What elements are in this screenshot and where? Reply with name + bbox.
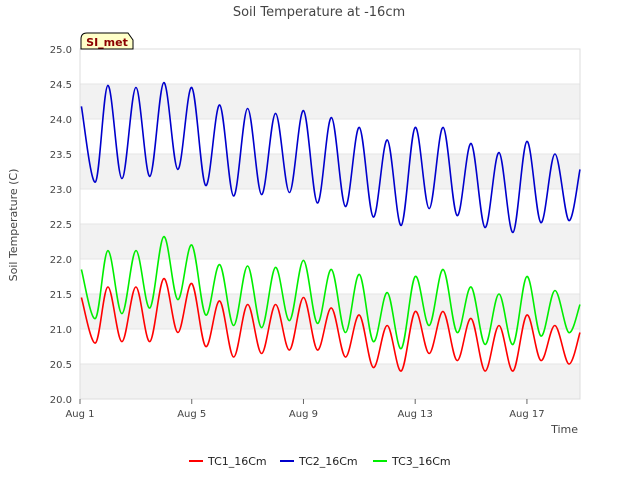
x-tick-label: Aug 13 (397, 409, 432, 420)
background-band (80, 224, 580, 259)
y-tick-label: 23.5 (50, 150, 72, 161)
x-tick-label: Aug 17 (509, 409, 544, 420)
legend-label: TC2_16Cm (298, 455, 358, 468)
y-tick-label: 24.5 (50, 80, 72, 91)
legend-label: TC1_16Cm (207, 455, 267, 468)
x-tick-label: Aug 9 (289, 409, 318, 420)
y-tick-label: 20.5 (50, 360, 72, 371)
series-line-tc2-16cm (80, 81, 581, 234)
y-tick-label: 22.0 (50, 255, 72, 266)
site-badge: SI_met (80, 32, 134, 50)
site-badge-shape (80, 32, 134, 50)
background-band (80, 364, 580, 399)
legend: TC1_16Cm TC2_16Cm TC3_16Cm (189, 455, 451, 468)
legend-label: TC3_16Cm (391, 455, 451, 468)
background-band (80, 84, 580, 119)
plot-background (80, 84, 580, 399)
y-tick-label: 21.0 (50, 325, 72, 336)
series-line-tc1-16cm (80, 277, 581, 372)
x-tick-label: Aug 1 (65, 409, 94, 420)
plot-area (79, 48, 581, 400)
y-tick-label: 25.0 (50, 45, 72, 56)
x-tick-label: Aug 5 (177, 409, 206, 420)
chart-title: Soil Temperature at -16cm (233, 5, 405, 20)
series-lines (80, 81, 581, 372)
y-axis-label: Soil Temperature (C) (7, 169, 20, 282)
x-axis-label: Time (550, 423, 578, 436)
y-tick-label: 23.0 (50, 185, 72, 196)
y-tick-label: 21.5 (50, 290, 72, 301)
y-tick-label: 24.0 (50, 115, 72, 126)
site-badge-label: SI_met (86, 36, 128, 49)
series-line-tc3-16cm (80, 235, 581, 350)
y-tick-label: 22.5 (50, 220, 72, 231)
x-axis: Aug 1 Aug 5 Aug 9 Aug 13 Aug 17 (65, 399, 545, 420)
y-axis: 20.0 20.5 21.0 21.5 22.0 22.5 23.0 23.5 24.0 24.5… (50, 45, 72, 406)
y-tick-label: 20.0 (50, 395, 72, 406)
